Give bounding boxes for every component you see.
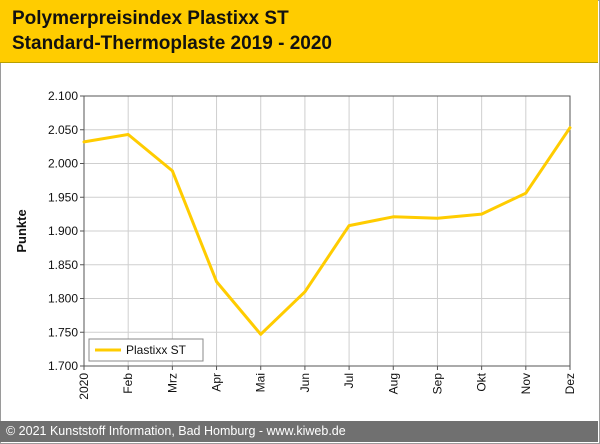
- x-tick-label: Sep: [430, 373, 444, 395]
- x-tick-label: Dez: [563, 373, 577, 394]
- x-tick-label: Aug: [386, 373, 400, 394]
- legend-box: [88, 338, 204, 362]
- y-tick-label: 2.000: [48, 157, 78, 171]
- y-tick-label: 1.800: [48, 292, 78, 306]
- x-tick-label: Mrz: [165, 373, 179, 393]
- footer-copyright: © 2021 Kunststoff Information, Bad Hombu…: [6, 424, 346, 438]
- x-tick-label: Feb: [121, 373, 135, 394]
- y-tick-label: 1.700: [48, 359, 78, 373]
- y-tick-label: 1.950: [48, 190, 78, 204]
- x-tick-label: Jul: [342, 373, 356, 388]
- y-tick-label: 1.750: [48, 325, 78, 339]
- footer: © 2021 Kunststoff Information, Bad Hombu…: [0, 421, 598, 442]
- x-tick-label: 2020: [77, 373, 91, 400]
- x-tick-label: Okt: [475, 372, 489, 391]
- legend: Plastixx ST: [88, 338, 204, 362]
- chart-subtitle: Standard-Thermoplaste 2019 - 2020: [12, 33, 332, 54]
- y-tick-label: 1.900: [48, 224, 78, 238]
- series-layer: [82, 126, 572, 336]
- x-tick-label: Jun: [298, 373, 312, 392]
- legend-label: Plastixx ST: [126, 343, 187, 357]
- y-tick-label: 1.850: [48, 258, 78, 272]
- y-tick-label: 2.050: [48, 123, 78, 137]
- y-axis-ticks: 1.700 1.750 1.800 1.850 1.900 1.950 2.000 2.050…: [48, 89, 84, 373]
- x-axis-ticks: 2020 Feb Mrz Apr Mai Jun Jul Aug Sep Okt Nov Dez: [77, 366, 577, 400]
- line-chart: 1.700 1.750 1.800 1.850 1.900 1.950 2.000 2.050…: [14, 89, 577, 400]
- y-axis-label: Punkte: [14, 209, 29, 252]
- x-tick-label: Mai: [254, 373, 268, 392]
- y-tick-label: 2.100: [48, 89, 78, 103]
- grid-lines: [83, 95, 571, 367]
- chart-title: Polymerpreisindex Plastixx ST: [12, 8, 289, 29]
- chart-header: Polymerpreisindex Plastixx ST Standard-T…: [0, 0, 598, 63]
- x-tick-label: Nov: [519, 373, 533, 394]
- series-line-plastixx-st: [82, 126, 572, 336]
- x-tick-label: Apr: [210, 373, 224, 392]
